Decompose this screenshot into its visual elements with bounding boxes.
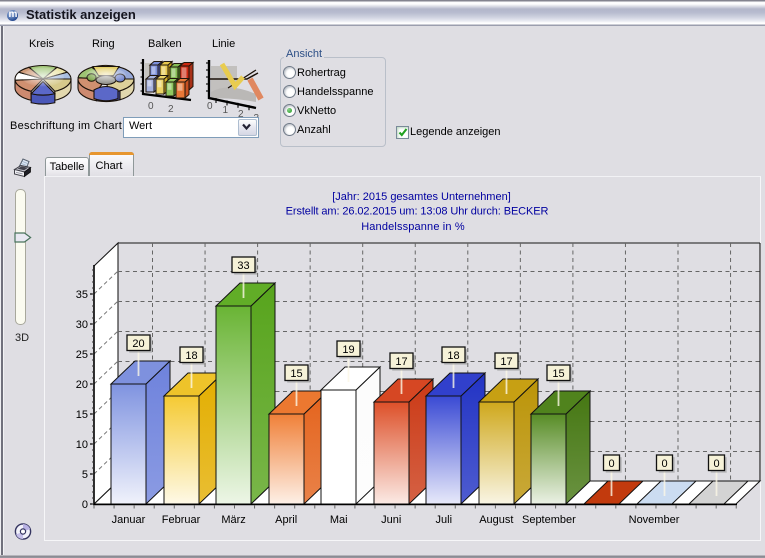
svg-text:19: 19 (342, 344, 354, 356)
svg-text:5: 5 (82, 469, 88, 481)
svg-text:20: 20 (132, 338, 144, 350)
svg-text:30: 30 (76, 319, 88, 331)
svg-text:0: 0 (661, 458, 667, 470)
svg-text:35: 35 (76, 289, 88, 301)
svg-text:10: 10 (76, 439, 88, 451)
svg-text:15: 15 (290, 368, 302, 380)
svg-text:Februar: Februar (162, 514, 201, 526)
svg-text:Juni: Juni (381, 514, 401, 526)
svg-text:Mai: Mai (330, 514, 348, 526)
svg-text:Januar: Januar (112, 514, 146, 526)
svg-text:15: 15 (552, 368, 564, 380)
svg-text:20: 20 (76, 379, 88, 391)
svg-text:0: 0 (148, 101, 154, 112)
svg-text:Handelsspanne in %: Handelsspanne in % (361, 221, 465, 233)
svg-text:September: September (522, 514, 576, 526)
svg-text:17: 17 (500, 356, 512, 368)
svg-text:2: 2 (168, 104, 174, 115)
svg-text:0: 0 (207, 101, 213, 112)
svg-text:18: 18 (447, 350, 459, 362)
svg-text:0: 0 (82, 499, 88, 511)
svg-text:18: 18 (185, 350, 197, 362)
svg-text:25: 25 (76, 349, 88, 361)
svg-text:15: 15 (76, 409, 88, 421)
svg-text:November: November (629, 514, 680, 526)
svg-text:Erstellt am: 26.02.2015 um: 13: Erstellt am: 26.02.2015 um: 13:08 Uhr du… (286, 206, 549, 218)
svg-text:März: März (221, 514, 245, 526)
svg-text:[Jahr: 2015 gesamtes Unternehm: [Jahr: 2015 gesamtes Unternehmen] (332, 191, 511, 203)
svg-text:33: 33 (237, 260, 249, 272)
svg-text:Juli: Juli (436, 514, 453, 526)
svg-text:1: 1 (223, 105, 229, 116)
svg-text:August: August (479, 514, 513, 526)
svg-text:2: 2 (238, 109, 244, 120)
svg-text:0: 0 (608, 458, 614, 470)
svg-text:17: 17 (395, 356, 407, 368)
svg-text:0: 0 (713, 458, 719, 470)
svg-text:April: April (275, 514, 297, 526)
